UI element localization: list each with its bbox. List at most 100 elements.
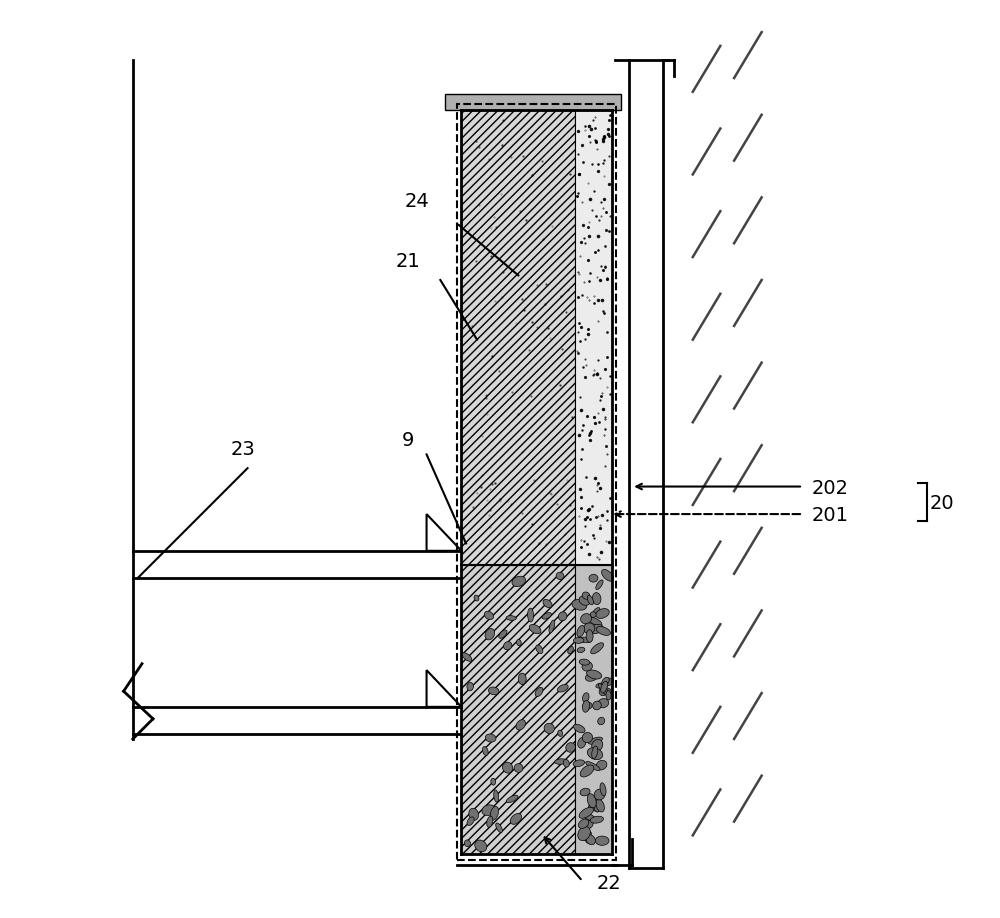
Ellipse shape xyxy=(596,683,605,688)
Ellipse shape xyxy=(558,611,567,621)
Text: 20: 20 xyxy=(930,494,954,512)
Ellipse shape xyxy=(585,835,590,843)
Ellipse shape xyxy=(568,646,573,654)
Ellipse shape xyxy=(517,640,521,645)
Ellipse shape xyxy=(581,613,592,624)
Polygon shape xyxy=(575,110,612,565)
Ellipse shape xyxy=(598,717,605,725)
Ellipse shape xyxy=(582,662,592,671)
Ellipse shape xyxy=(587,794,596,808)
Ellipse shape xyxy=(594,789,605,800)
Text: 9: 9 xyxy=(402,431,414,450)
Ellipse shape xyxy=(592,593,601,605)
Ellipse shape xyxy=(583,623,595,633)
Ellipse shape xyxy=(601,681,608,693)
Ellipse shape xyxy=(529,624,541,633)
Ellipse shape xyxy=(582,700,590,712)
Ellipse shape xyxy=(582,733,593,743)
Ellipse shape xyxy=(496,823,502,833)
Ellipse shape xyxy=(590,816,603,823)
Ellipse shape xyxy=(566,743,575,752)
Ellipse shape xyxy=(588,617,602,626)
Ellipse shape xyxy=(482,805,495,815)
Ellipse shape xyxy=(577,647,585,653)
Ellipse shape xyxy=(592,739,603,751)
Ellipse shape xyxy=(574,724,585,733)
Ellipse shape xyxy=(596,580,603,589)
Ellipse shape xyxy=(536,645,543,654)
Ellipse shape xyxy=(518,673,526,685)
Ellipse shape xyxy=(482,746,488,756)
Ellipse shape xyxy=(582,812,596,821)
Ellipse shape xyxy=(499,630,507,638)
Ellipse shape xyxy=(504,642,512,650)
Ellipse shape xyxy=(580,765,594,777)
Ellipse shape xyxy=(485,733,496,742)
Ellipse shape xyxy=(563,759,569,767)
Ellipse shape xyxy=(595,836,609,845)
Ellipse shape xyxy=(484,611,494,620)
Ellipse shape xyxy=(586,834,595,845)
Text: 21: 21 xyxy=(396,252,421,271)
Ellipse shape xyxy=(583,693,589,702)
Ellipse shape xyxy=(591,643,604,654)
Ellipse shape xyxy=(488,687,499,695)
Ellipse shape xyxy=(602,569,613,581)
Ellipse shape xyxy=(589,624,603,633)
Ellipse shape xyxy=(535,688,543,697)
Ellipse shape xyxy=(577,625,585,637)
Ellipse shape xyxy=(594,800,600,812)
Ellipse shape xyxy=(583,832,591,840)
Ellipse shape xyxy=(592,746,598,758)
Ellipse shape xyxy=(596,609,609,619)
Ellipse shape xyxy=(572,599,587,610)
Ellipse shape xyxy=(467,682,473,691)
Ellipse shape xyxy=(587,596,593,605)
Ellipse shape xyxy=(542,612,551,619)
Ellipse shape xyxy=(593,701,601,710)
Ellipse shape xyxy=(585,821,593,829)
Ellipse shape xyxy=(598,699,609,708)
Ellipse shape xyxy=(485,629,495,640)
Ellipse shape xyxy=(506,795,518,802)
Text: 22: 22 xyxy=(596,874,621,892)
Polygon shape xyxy=(461,565,575,854)
Ellipse shape xyxy=(580,789,590,796)
Ellipse shape xyxy=(506,616,516,621)
Ellipse shape xyxy=(586,762,600,770)
Ellipse shape xyxy=(474,595,479,601)
Ellipse shape xyxy=(578,637,592,643)
Ellipse shape xyxy=(510,813,522,824)
Ellipse shape xyxy=(543,599,552,608)
Ellipse shape xyxy=(578,826,590,841)
Ellipse shape xyxy=(596,800,604,812)
Ellipse shape xyxy=(589,803,601,812)
Ellipse shape xyxy=(573,760,585,767)
Ellipse shape xyxy=(584,810,591,820)
Ellipse shape xyxy=(549,621,555,633)
Ellipse shape xyxy=(596,627,611,635)
Ellipse shape xyxy=(603,678,614,686)
Ellipse shape xyxy=(579,807,593,818)
Ellipse shape xyxy=(579,596,590,605)
Text: 202: 202 xyxy=(812,479,849,498)
Ellipse shape xyxy=(491,778,496,785)
Ellipse shape xyxy=(556,572,564,579)
Polygon shape xyxy=(575,565,612,854)
Polygon shape xyxy=(445,94,621,110)
Ellipse shape xyxy=(558,730,563,736)
Ellipse shape xyxy=(585,672,598,681)
Ellipse shape xyxy=(590,611,596,618)
Polygon shape xyxy=(461,110,575,565)
Ellipse shape xyxy=(587,670,602,679)
Ellipse shape xyxy=(592,608,600,616)
Ellipse shape xyxy=(467,817,474,825)
Ellipse shape xyxy=(578,819,589,828)
Ellipse shape xyxy=(503,762,513,773)
Ellipse shape xyxy=(586,815,594,826)
Ellipse shape xyxy=(544,723,554,733)
Ellipse shape xyxy=(475,840,487,852)
Ellipse shape xyxy=(528,609,534,622)
Ellipse shape xyxy=(516,720,526,730)
Text: 23: 23 xyxy=(231,440,255,459)
